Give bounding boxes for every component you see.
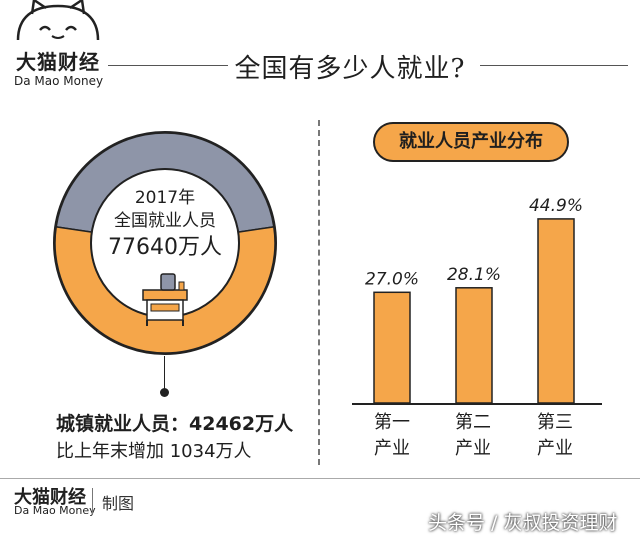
- category-label-1: 第一 产业: [362, 410, 422, 462]
- bar-2: [455, 287, 493, 404]
- bar-value-label-3: 44.9%: [529, 196, 583, 216]
- donut-total: 77640万人: [108, 235, 222, 260]
- footer-made-label: 制图: [102, 494, 135, 513]
- bar-1: [373, 291, 411, 404]
- category-label-2-line-1: 第二: [455, 412, 491, 433]
- annotation-pointer-line: [164, 356, 165, 392]
- bar-chart-title: 就业人员产业分布: [373, 122, 569, 162]
- footer-separator: [92, 488, 93, 514]
- category-label-3-line-1: 第三: [537, 412, 573, 433]
- category-label-1-line-2: 产业: [374, 438, 410, 459]
- category-label-1-line-1: 第一: [374, 412, 410, 433]
- page-title: 全国有多少人就业?: [234, 54, 466, 84]
- cat-logo-icon: [16, 0, 100, 41]
- footer-divider: [0, 478, 640, 479]
- annotation-pointer-dot: [160, 388, 169, 397]
- watermark-text: 头条号 / 灰叔投资理财: [428, 512, 618, 534]
- urban-employment-text: 城镇就业人员：42462万人: [56, 413, 294, 435]
- category-label-3: 第三 产业: [525, 410, 585, 462]
- brand-logo: [12, 0, 104, 46]
- category-label-2: 第二 产业: [443, 410, 503, 462]
- donut-chart: [53, 131, 277, 355]
- title-divider-right: [480, 65, 628, 66]
- bar-value-label-1: 27.0%: [365, 269, 419, 289]
- category-label-2-line-2: 产业: [455, 438, 491, 459]
- footer-brand-cn: 大猫财经: [14, 487, 86, 508]
- category-label-1-text: 第一 产业: [374, 412, 410, 459]
- bar-value-label-2: 28.1%: [447, 265, 501, 285]
- desk-icon: [142, 273, 188, 326]
- footer-brand-en: Da Mao Money: [14, 504, 96, 517]
- title-divider-left: [108, 65, 228, 66]
- donut-label: 全国就业人员: [114, 211, 216, 231]
- donut-year: 2017年: [134, 188, 196, 208]
- category-label-2-text: 第二 产业: [455, 412, 491, 459]
- urban-increase-text: 比上年末增加 1034万人: [56, 441, 252, 462]
- brand-name-en: Da Mao Money: [14, 74, 104, 88]
- bar-3: [537, 218, 575, 404]
- bar-chart-baseline: [352, 403, 602, 405]
- category-label-3-text: 第三 产业: [537, 412, 573, 459]
- panel-separator: [318, 120, 320, 465]
- brand-name-cn: 大猫财经: [16, 50, 100, 74]
- bar-chart: 27.0% 28.1% 44.9%: [365, 196, 583, 404]
- category-label-3-line-2: 产业: [537, 438, 573, 459]
